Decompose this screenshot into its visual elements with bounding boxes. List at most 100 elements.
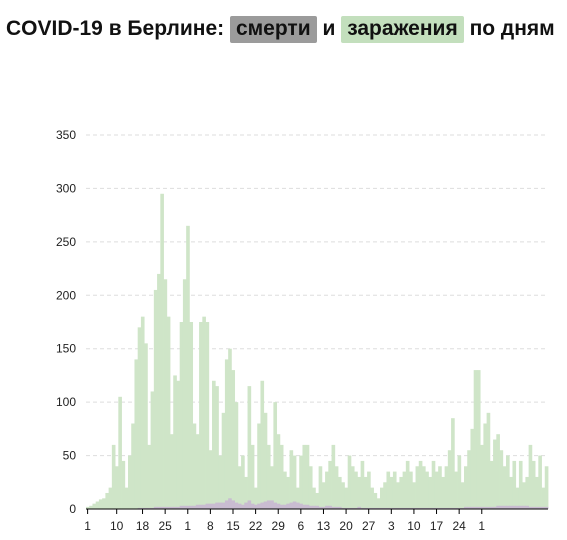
infections-bar bbox=[354, 471, 358, 509]
infections-bar bbox=[296, 487, 300, 509]
deaths-bar bbox=[367, 507, 371, 509]
infections-bar bbox=[396, 482, 400, 509]
deaths-bar bbox=[153, 506, 158, 509]
x-tick-label: 20 bbox=[339, 519, 353, 533]
infections-bar bbox=[315, 492, 320, 509]
infections-bar bbox=[257, 423, 261, 509]
infections-bar bbox=[134, 359, 139, 509]
deaths-bar bbox=[189, 505, 194, 509]
infections-bar bbox=[512, 460, 517, 509]
infections-bar bbox=[231, 370, 236, 509]
deaths-bar bbox=[409, 507, 413, 509]
deaths-bar bbox=[241, 504, 245, 509]
infections-bar bbox=[111, 444, 116, 509]
infections-bar bbox=[179, 322, 184, 509]
infections-bar bbox=[321, 482, 326, 509]
infections-bar bbox=[392, 471, 397, 509]
deaths-bar bbox=[283, 504, 287, 509]
deaths-bar bbox=[396, 507, 400, 509]
deaths-bar bbox=[144, 507, 148, 509]
infections-bar bbox=[302, 444, 307, 509]
deaths-bar bbox=[254, 504, 258, 509]
deaths-bar bbox=[538, 506, 542, 509]
deaths-bar bbox=[389, 507, 394, 509]
infections-bar bbox=[118, 396, 122, 509]
deaths-bar bbox=[489, 506, 494, 509]
infections-bar bbox=[234, 402, 239, 509]
deaths-bar bbox=[228, 498, 232, 509]
deaths-bar bbox=[464, 506, 468, 509]
infections-bar bbox=[515, 487, 520, 509]
deaths-bar bbox=[199, 504, 203, 509]
deaths-bar bbox=[221, 502, 226, 509]
deaths-bar bbox=[480, 506, 484, 509]
infections-bar bbox=[192, 423, 197, 509]
infections-bar bbox=[276, 434, 281, 509]
x-tick-label: 10 bbox=[407, 519, 421, 533]
infections-bar bbox=[279, 444, 284, 509]
infections-bar bbox=[260, 380, 265, 509]
infections-bar bbox=[350, 466, 355, 509]
deaths-bar bbox=[402, 507, 407, 509]
x-tick-label: 8 bbox=[207, 519, 214, 533]
deaths-bar bbox=[502, 505, 507, 509]
deaths-bar bbox=[541, 506, 546, 509]
deaths-bar bbox=[195, 504, 200, 509]
y-tick-label: 350 bbox=[56, 128, 76, 142]
deaths-bar bbox=[334, 506, 339, 509]
deaths-bar bbox=[451, 507, 455, 509]
deaths-bar bbox=[308, 505, 313, 509]
deaths-bar bbox=[350, 507, 355, 509]
infections-bar bbox=[286, 476, 290, 509]
infections-bar bbox=[434, 471, 439, 509]
infections-bar bbox=[144, 343, 148, 509]
deaths-bar bbox=[150, 507, 155, 509]
infections-bar bbox=[312, 487, 316, 509]
x-tick-label: 25 bbox=[158, 519, 172, 533]
deaths-bar bbox=[518, 505, 523, 509]
deaths-bar bbox=[447, 507, 452, 509]
deaths-bar bbox=[473, 506, 478, 509]
deaths-bar bbox=[331, 506, 336, 509]
infections-bar bbox=[308, 466, 313, 509]
deaths-bar bbox=[496, 505, 500, 509]
deaths-bar bbox=[428, 507, 433, 509]
infections-bar bbox=[341, 482, 345, 509]
infections-legend-label: заражения bbox=[341, 16, 464, 43]
infections-bar bbox=[244, 476, 248, 509]
y-tick-label: 50 bbox=[63, 449, 77, 463]
deaths-bar bbox=[292, 501, 297, 509]
deaths-bar bbox=[270, 500, 274, 509]
infections-bar bbox=[92, 503, 97, 509]
x-tick-label: 22 bbox=[249, 519, 263, 533]
deaths-bar bbox=[341, 507, 345, 509]
deaths-bar bbox=[325, 505, 329, 509]
deaths-bar bbox=[231, 500, 236, 509]
deaths-bar bbox=[302, 504, 307, 509]
infections-bar bbox=[389, 476, 394, 509]
infections-bar bbox=[328, 460, 332, 509]
infections-bar bbox=[166, 316, 171, 509]
infections-bar bbox=[509, 476, 513, 509]
infections-bar bbox=[415, 466, 420, 509]
deaths-bar bbox=[157, 506, 161, 509]
deaths-bar bbox=[418, 507, 423, 509]
deaths-bar bbox=[321, 506, 326, 509]
y-axis-labels: 0 50 100 150 200 250 300 350 bbox=[56, 128, 76, 516]
deaths-bar bbox=[454, 507, 458, 509]
x-tick-label: 1 bbox=[84, 519, 91, 533]
infections-bar bbox=[299, 455, 303, 509]
deaths-bar bbox=[234, 502, 239, 509]
infections-bar bbox=[176, 380, 181, 509]
deaths-bar bbox=[431, 507, 436, 509]
deaths-bar bbox=[173, 506, 177, 509]
infections-bar bbox=[98, 499, 103, 509]
x-axis-labels: 1 10 18 25 1 8 15 22 29 6 13 20 27 3 10 17 24 1 bbox=[84, 509, 485, 533]
deaths-bar bbox=[509, 505, 513, 509]
deaths-bar bbox=[438, 507, 442, 509]
title-conjunction: и bbox=[322, 17, 336, 40]
infections-bar bbox=[250, 444, 255, 509]
deaths-bar bbox=[460, 507, 465, 509]
x-tick-label: 10 bbox=[110, 519, 124, 533]
deaths-bar bbox=[276, 503, 281, 509]
